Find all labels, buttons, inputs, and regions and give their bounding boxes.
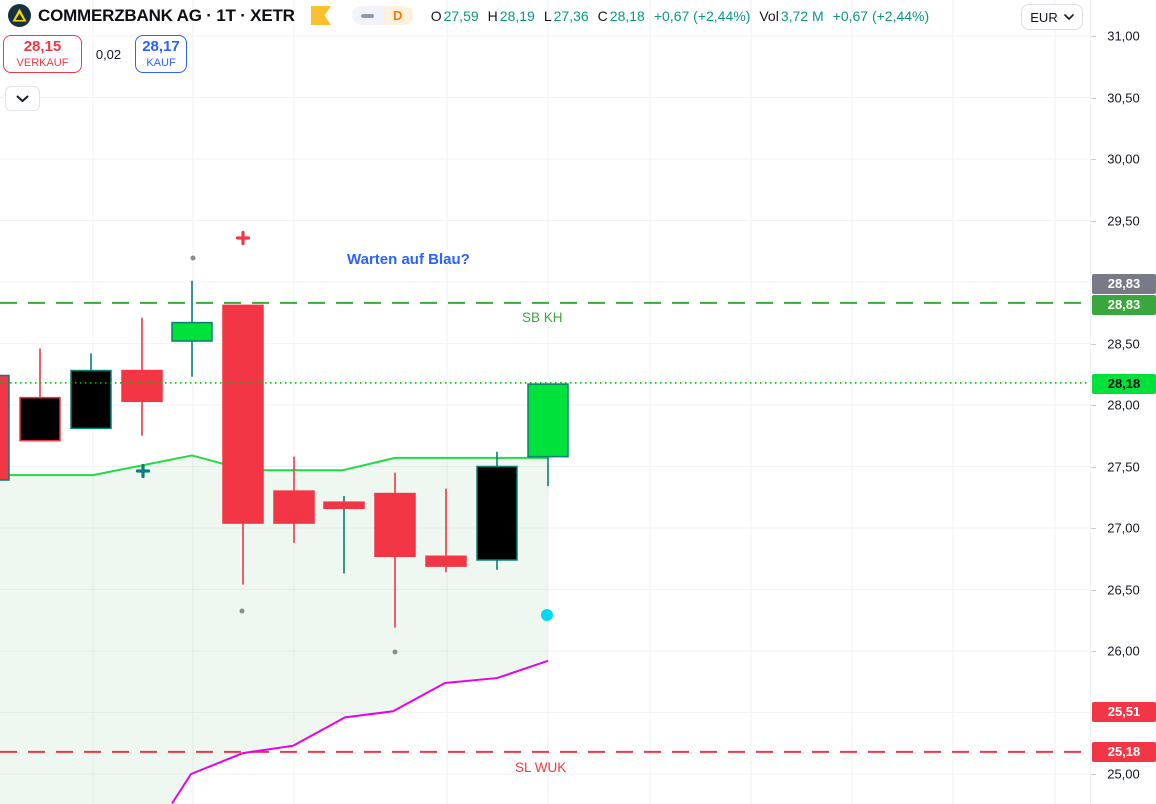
candlestick[interactable]: [476, 465, 518, 561]
plus-marker: [135, 463, 151, 479]
axis-tickmark: [1091, 36, 1096, 37]
candlestick[interactable]: [70, 369, 112, 430]
close-label: C: [597, 7, 608, 24]
chart-topbar: COMMERZBANK AG · 1T · XETR D O 27,59 H 28,…: [0, 0, 1090, 34]
sell-price: 28,15: [23, 38, 62, 56]
commerzbank-logo-icon: [8, 4, 31, 27]
sell-button[interactable]: 28,15 VERKAUF: [3, 35, 82, 73]
axis-tickmark: [1091, 466, 1096, 468]
axis-price-label: 26,50: [1107, 582, 1140, 597]
interval-toggle[interactable]: D: [351, 6, 413, 25]
price-axis[interactable]: 31,00 30,50 30,00 29,50 28,50 28,00 27,50 27,00…: [1090, 0, 1156, 804]
axis-tickmark: [1091, 651, 1096, 652]
axis-price-label: 30,00: [1107, 151, 1140, 167]
change-value: +0,67 (+2,44%): [653, 7, 751, 24]
symbol-row: COMMERZBANK AG · 1T · XETR D O 27,59 H 28,…: [8, 4, 938, 27]
high-value: 28,19: [499, 7, 535, 24]
volume-change-value: +0,67 (+2,44%): [832, 7, 930, 24]
axis-tickmark: [1091, 220, 1096, 222]
axis-price-label: 25,00: [1107, 766, 1140, 782]
open-value: 27,59: [443, 7, 479, 24]
interval-badge[interactable]: D: [382, 6, 413, 25]
axis-price-label: 28,50: [1107, 336, 1140, 351]
gray-dot-marker: [190, 255, 196, 261]
axis-tickmark: [1091, 528, 1096, 529]
axis-price-label: 27,00: [1107, 520, 1140, 536]
candlestick[interactable]: [323, 501, 365, 510]
axis-price-label: 27,50: [1107, 459, 1140, 474]
buy-price: 28,17: [142, 38, 180, 56]
currency-dropdown[interactable]: EUR: [1021, 4, 1083, 30]
close-value: 28,18: [609, 7, 645, 24]
buy-label: KAUF: [146, 56, 176, 69]
cyan-dot-marker: [541, 609, 553, 621]
axis-price-badge: 25,18: [1092, 742, 1156, 762]
candlestick[interactable]: [0, 374, 10, 481]
volume-value: 3,72 M: [780, 7, 824, 24]
axis-tickmark: [1091, 343, 1096, 345]
axis-tickmark: [1091, 97, 1096, 99]
warten-auf-blau-text[interactable]: Warten auf Blau?: [347, 251, 470, 268]
open-label: O: [430, 7, 442, 24]
axis-tickmark: [1091, 589, 1096, 591]
axis-price-label: 30,50: [1107, 90, 1140, 105]
axis-price-label: 26,00: [1107, 643, 1140, 659]
low-label: L: [543, 7, 552, 24]
sb-kh-label[interactable]: SB KH: [522, 310, 563, 325]
candlestick[interactable]: [374, 492, 416, 558]
axis-price-badge: 28,18: [1092, 374, 1156, 394]
candlestick[interactable]: [222, 304, 264, 524]
gray-dot-marker: [392, 649, 398, 655]
axis-price-label: 28,00: [1107, 397, 1140, 413]
candlestick[interactable]: [121, 369, 163, 403]
plus-marker: [235, 230, 251, 246]
volume-label: Vol: [759, 7, 779, 24]
chevron-down-icon: [1063, 14, 1074, 20]
buy-button[interactable]: 28,17 KAUF: [135, 35, 187, 73]
symbol-title[interactable]: COMMERZBANK AG · 1T · XETR: [38, 5, 295, 25]
spread-value: 0,02: [95, 46, 122, 62]
gray-dot-marker: [239, 608, 245, 614]
axis-price-label: 31,00: [1107, 28, 1140, 44]
axis-price-badge: 28,83: [1092, 295, 1156, 315]
axis-tickmark: [1091, 774, 1096, 775]
trade-panel: 28,15 VERKAUF 0,02 28,17 KAUF: [3, 35, 187, 73]
candlestick[interactable]: [19, 396, 61, 442]
ohlc-readout: O 27,59 H 28,19 L 27,36 C 28,18 +0,67 (+2,44…: [431, 8, 938, 24]
axis-price-badge: 28,83: [1092, 274, 1156, 294]
sl-wuk-label[interactable]: SL WUK: [515, 760, 566, 775]
chevron-down-icon: [16, 95, 29, 102]
currency-label: EUR: [1030, 9, 1058, 25]
candlestick[interactable]: [527, 383, 569, 458]
interval-minimize-icon[interactable]: [351, 6, 383, 25]
axis-tickmark: [1091, 159, 1096, 160]
trade-panel-expand-button[interactable]: [5, 86, 40, 111]
high-label: H: [487, 7, 498, 24]
price-chart[interactable]: Warten auf Blau? SB KH SL WUK: [0, 0, 1090, 804]
sell-label: VERKAUF: [16, 56, 69, 69]
candlestick[interactable]: [171, 321, 213, 342]
candlestick[interactable]: [273, 490, 315, 524]
axis-tickmark: [1091, 405, 1096, 406]
flag-icon[interactable]: [310, 6, 331, 25]
low-value: 27,36: [553, 7, 589, 24]
candlestick[interactable]: [425, 555, 467, 567]
axis-price-badge: 25,51: [1092, 702, 1156, 722]
lower-band-line: [171, 659, 549, 804]
axis-price-label: 29,50: [1107, 213, 1140, 228]
